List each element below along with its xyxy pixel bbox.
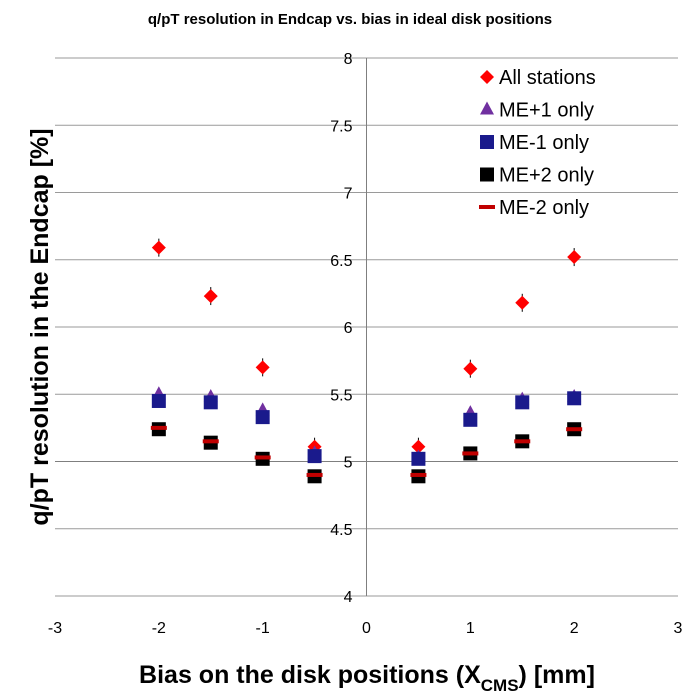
y-tick-label: 5 (344, 455, 353, 472)
y-tick-label: 5.5 (330, 387, 352, 404)
point-me-2-only (566, 427, 583, 432)
x-tick-label: -2 (152, 620, 166, 637)
legend-marker-me-1-only (480, 135, 494, 149)
x-tick-label: 2 (570, 620, 579, 637)
y-tick-labels: 4 4.5 5 5.5 6 6.5 7 7.5 8 (330, 51, 352, 606)
legend-marker-me-1-only (480, 101, 494, 115)
point-all-stations (255, 360, 270, 375)
legend-label-me-1-only: ME-1 only (499, 132, 589, 154)
point-all-stations (515, 295, 530, 310)
y-tick-label: 7 (344, 186, 353, 203)
chart-title: q/pT resolution in Endcap vs. bias in id… (148, 11, 552, 28)
point-me-1-only (255, 410, 270, 425)
point-all-stations (203, 289, 218, 304)
point-me-1-only (567, 391, 582, 406)
point-me-1-only (307, 449, 322, 464)
x-axis-title-end: ) [mm] (519, 661, 595, 689)
point-all-stations (151, 240, 166, 255)
x-tick-labels: -3 -2 -1 0 1 2 3 (48, 620, 683, 637)
x-tick-label: 1 (466, 620, 475, 637)
legend-marker-all-stations (480, 70, 494, 84)
x-tick-label: 0 (362, 620, 371, 637)
point-all-stations (411, 439, 426, 454)
y-tick-label: 4 (344, 589, 353, 606)
point-me-2-only (150, 425, 167, 430)
legend-label-me-2-only: ME-2 only (499, 197, 589, 219)
point-me-2-only (462, 451, 479, 456)
point-all-stations (567, 250, 582, 265)
x-tick-label: -1 (256, 620, 270, 637)
y-axis-title: q/pT resolution in the Endcap [%] (26, 128, 54, 525)
point-me-2-only (254, 455, 271, 460)
y-tick-label: 4.5 (330, 522, 352, 539)
legend-label-me-2-only: ME+2 only (499, 165, 594, 187)
x-tick-label: -3 (48, 620, 62, 637)
point-me-2-only (306, 472, 323, 477)
y-tick-label: 7.5 (330, 118, 352, 135)
point-all-stations (463, 361, 478, 376)
legend-marker-me-2-only (480, 167, 494, 182)
data-points (150, 238, 583, 484)
point-me-1-only (515, 395, 530, 410)
x-axis-title: Bias on the disk positions (XCMS) [mm] (139, 661, 595, 695)
point-me-1-only (203, 395, 218, 410)
axes (55, 58, 678, 596)
legend-label-all-stations: All stations (499, 67, 596, 89)
point-me-1-only (151, 393, 166, 408)
legend-marker-me-2-only (479, 205, 495, 209)
point-me-2-only (514, 439, 531, 444)
point-me-1-only (463, 412, 478, 427)
x-axis-title-subscript: CMS (481, 676, 519, 695)
y-tick-label: 6.5 (330, 253, 352, 270)
point-me-2-only (202, 439, 219, 444)
point-me-2-only (410, 472, 427, 477)
legend: All stations ME+1 only ME-1 only ME+2 only M… (479, 67, 596, 219)
y-tick-label: 6 (344, 320, 353, 337)
x-tick-label: 3 (674, 620, 683, 637)
legend-label-me-1-only: ME+1 only (499, 100, 594, 122)
x-axis-title-main: Bias on the disk positions (X (139, 661, 481, 689)
point-me-1-only (411, 451, 426, 466)
y-tick-label: 8 (344, 51, 353, 68)
